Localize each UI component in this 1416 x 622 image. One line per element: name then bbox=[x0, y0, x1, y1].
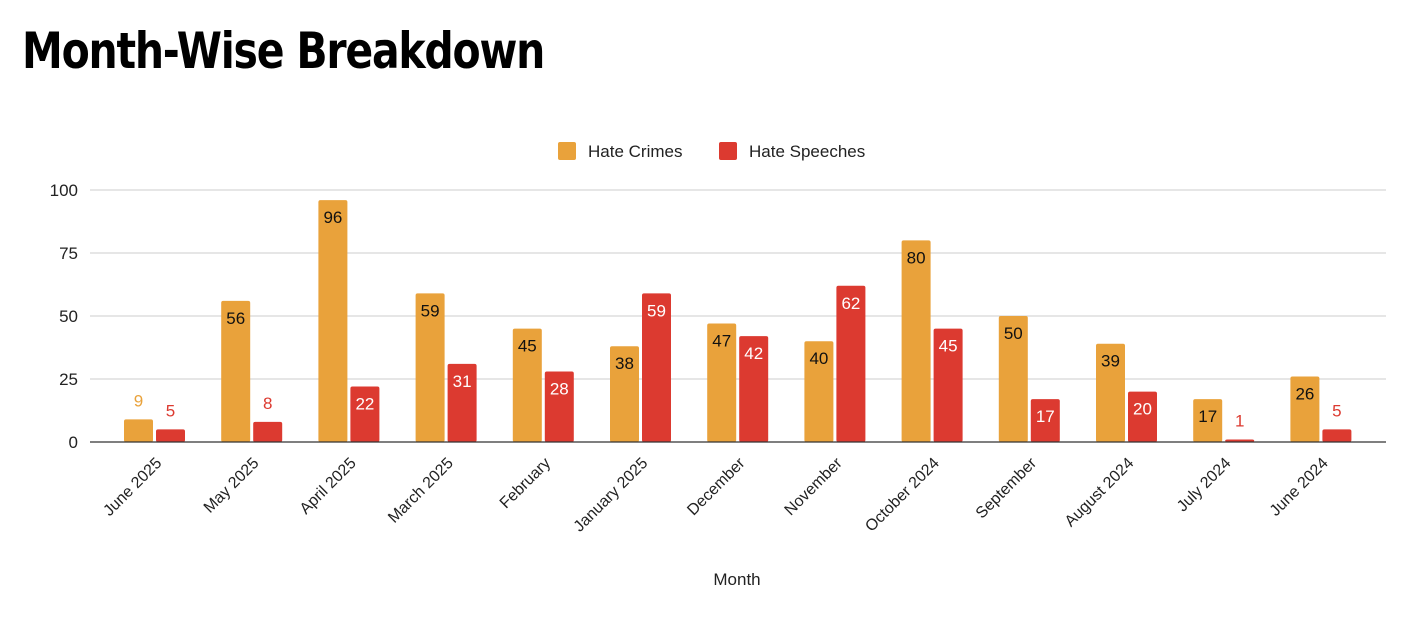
y-tick-label: 100 bbox=[50, 181, 78, 200]
x-tick-label: July 2024 bbox=[1174, 455, 1235, 516]
x-tick-label: September bbox=[973, 454, 1041, 522]
bar bbox=[998, 316, 1028, 442]
bar bbox=[1322, 429, 1352, 442]
y-tick-label: 75 bbox=[59, 244, 78, 263]
chart-bars: 9 5 56 8 96 22 59 31 45 28 38 59 47 42 40 62 80 45 50 17 39 2… bbox=[124, 200, 1352, 442]
bar bbox=[124, 419, 153, 442]
data-label: 9 bbox=[134, 391, 143, 410]
bar bbox=[544, 371, 574, 442]
data-label: 59 bbox=[421, 301, 440, 320]
bar bbox=[350, 386, 380, 442]
data-label: 38 bbox=[615, 354, 634, 373]
chart-legend: Hate Crimes Hate Speeches bbox=[558, 142, 865, 161]
data-label: 42 bbox=[744, 344, 763, 363]
bar bbox=[1290, 376, 1320, 442]
bar bbox=[739, 336, 769, 442]
x-tick-label: June 2025 bbox=[100, 455, 165, 520]
data-label: 47 bbox=[712, 332, 731, 351]
x-tick-label: April 2025 bbox=[297, 455, 360, 518]
data-label: 17 bbox=[1198, 407, 1217, 426]
x-tick-label: December bbox=[684, 454, 749, 519]
y-tick-label: 0 bbox=[69, 433, 78, 452]
bar bbox=[447, 363, 477, 442]
bar bbox=[512, 328, 542, 442]
bar bbox=[901, 240, 931, 442]
bar bbox=[415, 293, 445, 442]
legend-label: Hate Speeches bbox=[749, 142, 865, 161]
bar bbox=[221, 300, 251, 442]
data-label: 39 bbox=[1101, 352, 1120, 371]
data-label: 45 bbox=[518, 337, 537, 356]
legend-swatch bbox=[719, 142, 737, 160]
x-tick-label: November bbox=[782, 454, 847, 519]
x-tick-label: June 2024 bbox=[1267, 455, 1332, 520]
bar bbox=[804, 341, 834, 442]
data-label: 22 bbox=[355, 395, 374, 414]
data-label: 28 bbox=[550, 379, 569, 398]
page-title: Month-Wise Breakdown bbox=[22, 22, 545, 80]
bar bbox=[610, 346, 639, 442]
data-label: 62 bbox=[841, 294, 860, 313]
bar bbox=[1030, 399, 1060, 442]
data-label: 80 bbox=[907, 248, 926, 267]
data-label: 1 bbox=[1235, 411, 1244, 430]
x-tick-label: January 2025 bbox=[571, 455, 652, 536]
bar bbox=[318, 200, 348, 442]
bar bbox=[1096, 343, 1125, 442]
data-label: 20 bbox=[1133, 400, 1152, 419]
bar bbox=[707, 323, 737, 442]
bar bbox=[1225, 439, 1255, 442]
x-tick-label: October 2024 bbox=[862, 455, 943, 536]
data-label: 5 bbox=[166, 401, 175, 420]
bar bbox=[253, 421, 283, 442]
data-label: 56 bbox=[226, 309, 245, 328]
data-label: 59 bbox=[647, 301, 666, 320]
bar bbox=[1128, 391, 1157, 442]
x-tick-label: May 2025 bbox=[201, 455, 263, 517]
data-label: 8 bbox=[263, 394, 272, 413]
data-label: 5 bbox=[1332, 401, 1341, 420]
bar bbox=[642, 293, 671, 442]
x-axis: June 2025 May 2025 April 2025 March 2025 Feb… bbox=[90, 441, 1386, 536]
legend-swatch bbox=[558, 142, 576, 160]
legend-label: Hate Crimes bbox=[588, 142, 682, 161]
data-label: 40 bbox=[809, 349, 828, 368]
y-tick-label: 50 bbox=[59, 307, 78, 326]
x-tick-label: August 2024 bbox=[1062, 455, 1138, 531]
data-label: 50 bbox=[1004, 324, 1023, 343]
x-tick-label: March 2025 bbox=[385, 455, 457, 527]
data-label: 96 bbox=[323, 208, 342, 227]
y-tick-label: 25 bbox=[59, 370, 78, 389]
data-label: 17 bbox=[1036, 407, 1055, 426]
chart-gridlines bbox=[90, 189, 1386, 380]
data-label: 45 bbox=[939, 337, 958, 356]
bar bbox=[1193, 399, 1223, 442]
x-tick-label: February bbox=[497, 455, 554, 512]
y-axis: 0 25 50 75 100 bbox=[50, 181, 78, 452]
data-label: 31 bbox=[453, 372, 472, 391]
x-axis-title: Month bbox=[713, 570, 760, 589]
bar bbox=[836, 285, 866, 442]
bar bbox=[933, 328, 963, 442]
data-label: 26 bbox=[1295, 384, 1314, 403]
bar bbox=[156, 429, 185, 442]
